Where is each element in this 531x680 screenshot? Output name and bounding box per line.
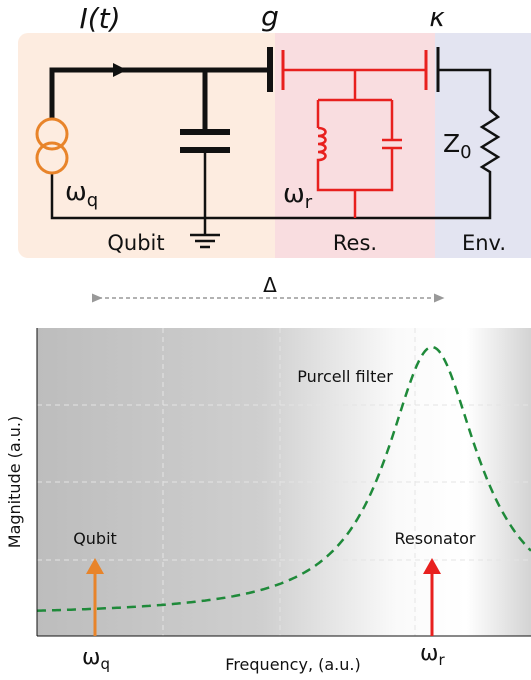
region-label: Res. [333, 231, 377, 255]
impedance-label: Z0 [443, 129, 472, 163]
decay-label: κ [429, 3, 445, 33]
symbol: ω [82, 645, 100, 670]
subscript: q [87, 190, 98, 211]
x-tick-label: ωq [82, 645, 110, 673]
marker-label: Resonator [395, 529, 476, 548]
symbol: ω [420, 641, 438, 666]
region-label: Qubit [107, 231, 164, 255]
markers [86, 558, 441, 636]
x-tick-label: ωr [420, 641, 445, 669]
resonator-circuit [281, 50, 428, 218]
region-label: Env. [462, 231, 506, 255]
curve-label: Purcell filter [297, 367, 393, 386]
current-source [35, 117, 69, 175]
subscript: r [305, 192, 313, 213]
symbol: Z [443, 129, 460, 158]
coupling-label: g [261, 0, 279, 33]
symbol: ω [283, 179, 305, 209]
purcell-curve [36, 345, 531, 612]
subscript: 0 [460, 142, 471, 163]
circuit [49, 47, 501, 249]
subscript: r [438, 651, 445, 669]
y-axis-label: Magnitude (a.u.) [5, 416, 24, 548]
subscript: q [100, 655, 110, 673]
resonator-frequency: ωr [283, 179, 313, 213]
symbol: ω [65, 177, 87, 207]
detuning-label: Δ [263, 273, 277, 297]
x-axis-label: Frequency, (a.u.) [225, 655, 360, 674]
current-label: I(t) [79, 2, 120, 35]
qubit-frequency: ωq [65, 177, 98, 211]
marker-label: Qubit [73, 529, 117, 548]
